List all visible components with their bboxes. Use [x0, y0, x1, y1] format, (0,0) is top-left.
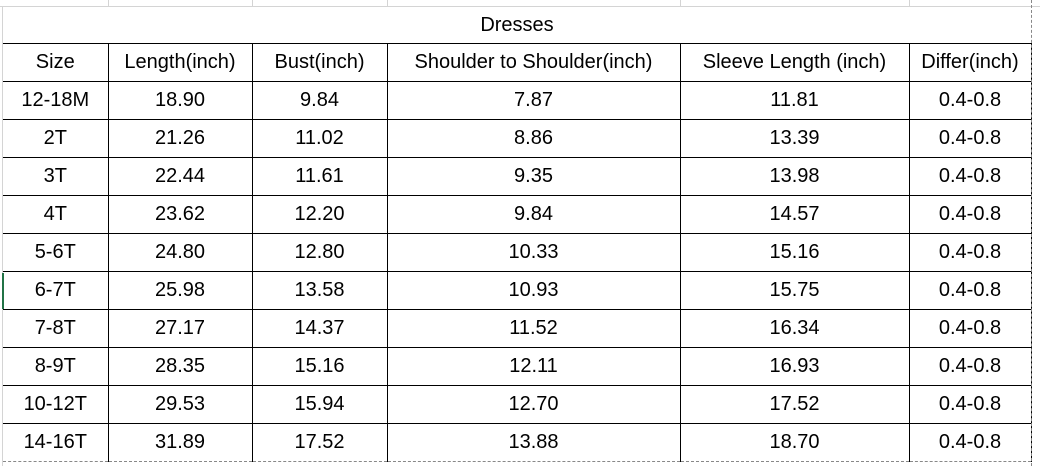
table-cell[interactable]: 14.57: [679, 195, 910, 234]
table-cell[interactable]: 23.62: [107, 195, 253, 234]
table-row: 5-6T 24.80 12.80 10.33 15.16 0.4-0.8: [3, 233, 1032, 272]
table-row: 3T 22.44 11.61 9.35 13.98 0.4-0.8: [3, 157, 1032, 196]
table-cell[interactable]: 13.58: [251, 271, 388, 310]
table-cell[interactable]: 15.16: [679, 233, 910, 272]
table-cell[interactable]: 0.4-0.8: [908, 309, 1032, 348]
table-cell[interactable]: 15.94: [251, 385, 388, 424]
column-header[interactable]: Size: [3, 43, 109, 82]
table-row: 8-9T 28.35 15.16 12.11 16.93 0.4-0.8: [3, 347, 1032, 386]
table-cell[interactable]: 3T: [3, 157, 109, 196]
page-break-line: [1031, 0, 1032, 466]
column-header[interactable]: Differ(inch): [908, 43, 1032, 82]
table-cell[interactable]: 9.84: [251, 81, 388, 120]
table-cell[interactable]: 0.4-0.8: [908, 157, 1032, 196]
table-cell[interactable]: 17.52: [251, 423, 388, 462]
table-cell[interactable]: 0.4-0.8: [908, 119, 1032, 158]
table-cell[interactable]: 11.81: [679, 81, 910, 120]
table-cell[interactable]: 16.34: [679, 309, 910, 348]
table-cell[interactable]: 12.11: [386, 347, 681, 386]
table-cell[interactable]: 10.93: [386, 271, 681, 310]
table-row: 4T 23.62 12.20 9.84 14.57 0.4-0.8: [3, 195, 1032, 234]
table-cell[interactable]: 5-6T: [3, 233, 109, 272]
table-row: 10-12T 29.53 15.94 12.70 17.52 0.4-0.8: [3, 385, 1032, 424]
table-cell[interactable]: 0.4-0.8: [908, 385, 1032, 424]
table-cell[interactable]: 14-16T: [3, 423, 109, 462]
table-cell[interactable]: 25.98: [107, 271, 253, 310]
table-cell[interactable]: 0.4-0.8: [908, 195, 1032, 234]
table-title[interactable]: Dresses: [3, 7, 1031, 44]
table-cell[interactable]: 13.88: [386, 423, 681, 462]
table-cell[interactable]: 31.89: [107, 423, 253, 462]
table-cell[interactable]: 10.33: [386, 233, 681, 272]
table-cell[interactable]: 12.80: [251, 233, 388, 272]
gridline: [387, 0, 388, 6]
gridline: [252, 0, 253, 6]
table-row: 2T 21.26 11.02 8.86 13.39 0.4-0.8: [3, 119, 1032, 158]
gridline: [909, 0, 910, 6]
table-cell[interactable]: 8-9T: [3, 347, 109, 386]
table-cell[interactable]: 11.61: [251, 157, 388, 196]
table-cell[interactable]: 7-8T: [3, 309, 109, 348]
cell-selection-marker: [2, 273, 4, 309]
gridline: [108, 0, 109, 6]
table-cell[interactable]: 29.53: [107, 385, 253, 424]
table-cell[interactable]: 8.86: [386, 119, 681, 158]
column-header[interactable]: Bust(inch): [251, 43, 388, 82]
table-cell[interactable]: 11.52: [386, 309, 681, 348]
table-cell[interactable]: 9.35: [386, 157, 681, 196]
table-cell[interactable]: 0.4-0.8: [908, 233, 1032, 272]
column-header[interactable]: Length(inch): [107, 43, 253, 82]
size-chart-table: Dresses Size Length(inch) Bust(inch) Should…: [3, 7, 1032, 462]
table-cell[interactable]: 18.90: [107, 81, 253, 120]
table-cell[interactable]: 18.70: [679, 423, 910, 462]
table-cell[interactable]: 15.75: [679, 271, 910, 310]
table-cell[interactable]: 22.44: [107, 157, 253, 196]
table-cell[interactable]: 12.70: [386, 385, 681, 424]
gridline: [680, 0, 681, 6]
header-row: Size Length(inch) Bust(inch) Shoulder to Sh…: [3, 43, 1032, 82]
table-cell[interactable]: 0.4-0.8: [908, 347, 1032, 386]
table-cell[interactable]: 14.37: [251, 309, 388, 348]
table-cell[interactable]: 15.16: [251, 347, 388, 386]
table-cell[interactable]: 2T: [3, 119, 109, 158]
table-row: 14-16T 31.89 17.52 13.88 18.70 0.4-0.8: [3, 423, 1032, 462]
table-cell[interactable]: 12.20: [251, 195, 388, 234]
table-cell[interactable]: 4T: [3, 195, 109, 234]
table-cell[interactable]: 17.52: [679, 385, 910, 424]
table-cell[interactable]: 13.39: [679, 119, 910, 158]
table-cell[interactable]: 16.93: [679, 347, 910, 386]
table-cell[interactable]: 6-7T: [3, 271, 109, 310]
table-cell[interactable]: 12-18M: [3, 81, 109, 120]
table-cell[interactable]: 9.84: [386, 195, 681, 234]
table-row: 6-7T 25.98 13.58 10.93 15.75 0.4-0.8: [3, 271, 1032, 310]
table-cell[interactable]: 7.87: [386, 81, 681, 120]
sheet-gridlines-top: [0, 0, 1040, 7]
table-cell[interactable]: 0.4-0.8: [908, 423, 1032, 462]
column-header[interactable]: Shoulder to Shoulder(inch): [386, 43, 681, 82]
table-cell[interactable]: 10-12T: [3, 385, 109, 424]
table-cell[interactable]: 27.17: [107, 309, 253, 348]
table-cell[interactable]: 28.35: [107, 347, 253, 386]
table-row: 7-8T 27.17 14.37 11.52 16.34 0.4-0.8: [3, 309, 1032, 348]
table-cell[interactable]: 11.02: [251, 119, 388, 158]
table-cell[interactable]: 0.4-0.8: [908, 271, 1032, 310]
table-cell[interactable]: 13.98: [679, 157, 910, 196]
table-cell[interactable]: 0.4-0.8: [908, 81, 1032, 120]
table-cell[interactable]: 21.26: [107, 119, 253, 158]
table-row: 12-18M 18.90 9.84 7.87 11.81 0.4-0.8: [3, 81, 1032, 120]
gridline-left: [2, 6, 3, 466]
column-header[interactable]: Sleeve Length (inch): [679, 43, 910, 82]
table-cell[interactable]: 24.80: [107, 233, 253, 272]
